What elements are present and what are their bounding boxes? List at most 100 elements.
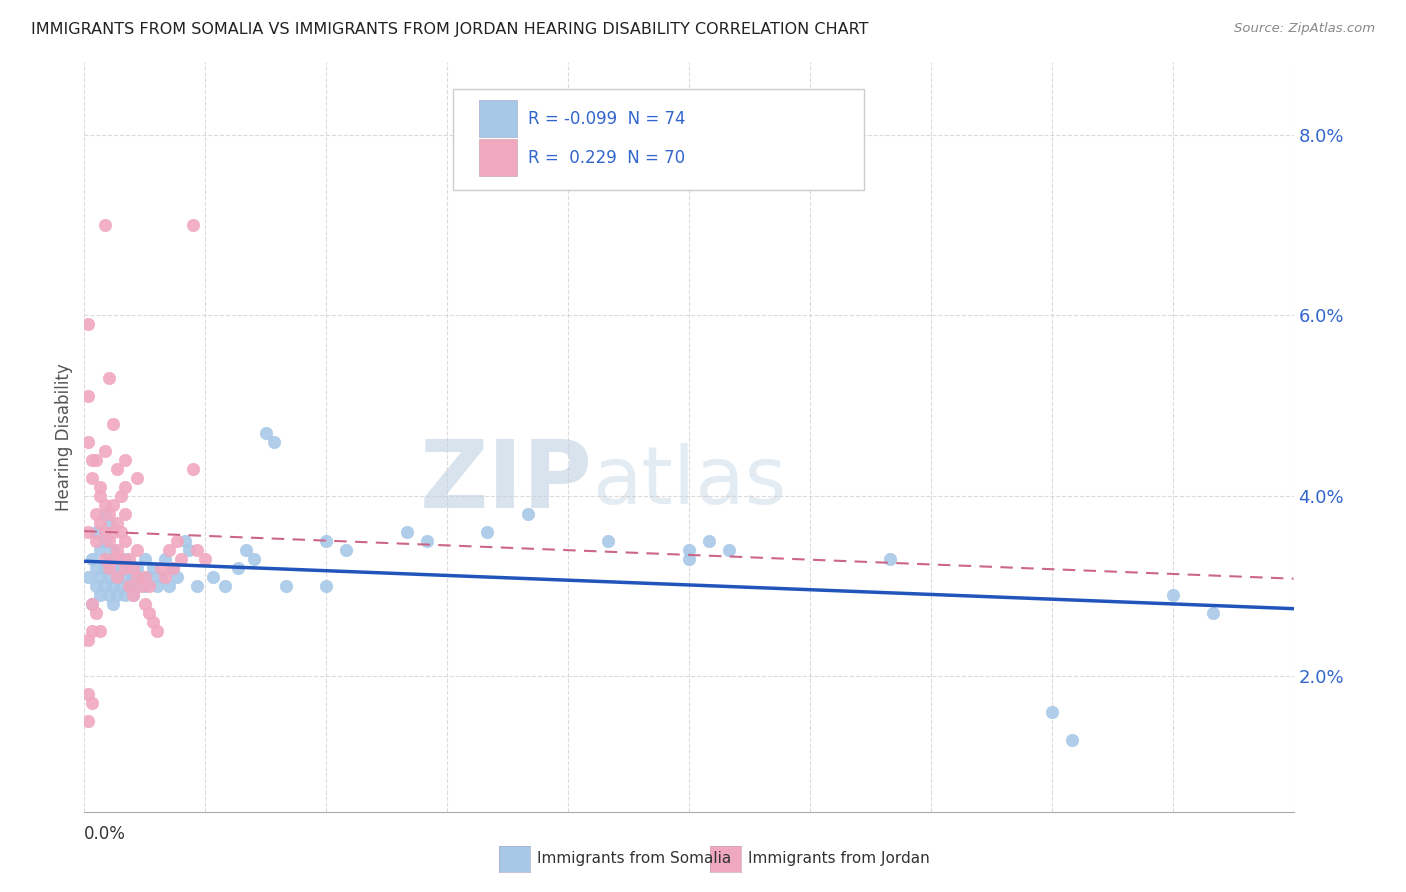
Point	[162, 561, 184, 575]
Point	[86, 606, 108, 620]
Point	[149, 570, 172, 584]
Point	[1060, 732, 1083, 747]
Point	[93, 443, 115, 458]
Point	[114, 570, 136, 584]
Point	[1040, 706, 1063, 720]
Point	[153, 552, 176, 566]
Point	[86, 533, 108, 548]
Point	[93, 498, 115, 512]
Point	[114, 533, 136, 548]
Point	[214, 579, 236, 593]
Point	[146, 579, 169, 593]
Point	[125, 579, 148, 593]
Point	[97, 588, 120, 602]
Point	[86, 524, 108, 539]
Point	[138, 606, 160, 620]
Point	[118, 552, 141, 566]
Point	[86, 452, 108, 467]
Point	[86, 579, 108, 593]
Point	[101, 417, 124, 431]
Point	[86, 561, 108, 575]
Point	[129, 579, 152, 593]
Point	[149, 561, 172, 575]
Point	[134, 570, 156, 584]
Text: R = -0.099  N = 74: R = -0.099 N = 74	[529, 110, 686, 128]
Text: 0.0%: 0.0%	[84, 825, 127, 843]
Text: IMMIGRANTS FROM SOMALIA VS IMMIGRANTS FROM JORDAN HEARING DISABILITY CORRELATION: IMMIGRANTS FROM SOMALIA VS IMMIGRANTS FR…	[31, 22, 869, 37]
Point	[101, 543, 124, 558]
Point	[142, 615, 165, 629]
Point	[170, 552, 193, 566]
Point	[101, 552, 124, 566]
Point	[157, 543, 180, 558]
Point	[153, 570, 176, 584]
Point	[101, 597, 124, 611]
Point	[315, 579, 337, 593]
Point	[226, 561, 249, 575]
Point	[179, 543, 201, 558]
Point	[82, 697, 104, 711]
Point	[82, 552, 104, 566]
Point	[157, 579, 180, 593]
Point	[89, 624, 111, 639]
Point	[77, 633, 100, 648]
Point	[186, 579, 208, 593]
Point	[274, 579, 297, 593]
Point	[110, 489, 132, 503]
Point	[89, 543, 111, 558]
Text: Immigrants from Jordan: Immigrants from Jordan	[748, 851, 929, 865]
Point	[110, 579, 132, 593]
Point	[138, 579, 160, 593]
Point	[186, 543, 208, 558]
Point	[395, 524, 418, 539]
Point	[77, 570, 100, 584]
Point	[101, 579, 124, 593]
Point	[93, 533, 115, 548]
Point	[202, 570, 225, 584]
Point	[93, 552, 115, 566]
Point	[93, 524, 115, 539]
Text: Source: ZipAtlas.com: Source: ZipAtlas.com	[1234, 22, 1375, 36]
Text: Immigrants from Somalia: Immigrants from Somalia	[537, 851, 731, 865]
Point	[335, 543, 357, 558]
Point	[166, 570, 188, 584]
Point	[146, 624, 169, 639]
Point	[82, 471, 104, 485]
Point	[125, 471, 148, 485]
Point	[678, 552, 700, 566]
Point	[138, 570, 160, 584]
Point	[82, 597, 104, 611]
Point	[181, 461, 204, 475]
Point	[105, 552, 128, 566]
Point	[174, 533, 197, 548]
Point	[77, 389, 100, 403]
Point	[254, 425, 277, 440]
Text: atlas: atlas	[592, 443, 786, 521]
Text: R =  0.229  N = 70: R = 0.229 N = 70	[529, 149, 685, 167]
Point	[97, 516, 120, 530]
Point	[97, 371, 120, 385]
Point	[105, 570, 128, 584]
Point	[110, 561, 132, 575]
Point	[93, 561, 115, 575]
Text: ZIP: ZIP	[419, 436, 592, 528]
Point	[93, 579, 115, 593]
Point	[516, 507, 538, 521]
Point	[1161, 588, 1184, 602]
Point	[86, 507, 108, 521]
Point	[697, 533, 720, 548]
Point	[134, 579, 156, 593]
Point	[181, 218, 204, 232]
Point	[118, 579, 141, 593]
Point	[82, 624, 104, 639]
Point	[77, 687, 100, 701]
Point	[110, 552, 132, 566]
Point	[114, 507, 136, 521]
FancyBboxPatch shape	[478, 139, 517, 177]
Point	[77, 714, 100, 729]
Point	[105, 570, 128, 584]
Point	[114, 452, 136, 467]
Point	[105, 516, 128, 530]
Point	[97, 533, 120, 548]
Point	[194, 552, 217, 566]
